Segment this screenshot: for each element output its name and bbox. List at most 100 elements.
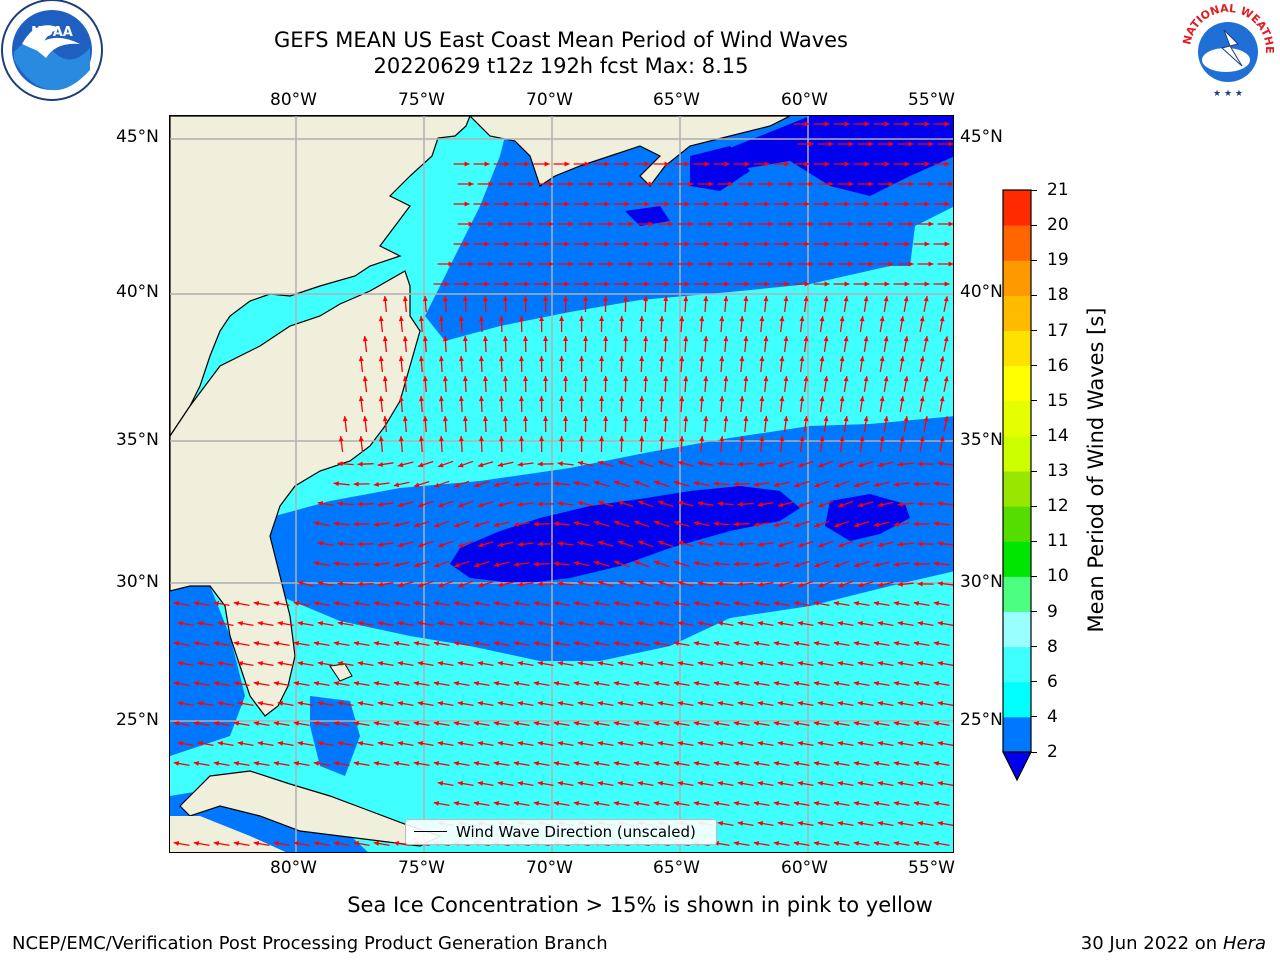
wave-direction-arrowhead (293, 641, 300, 646)
title-line-2: 20220629 t12z 192h fcst Max: 8.15 (373, 54, 749, 78)
wave-direction-arrowhead (863, 336, 869, 342)
wave-direction-arrowhead (739, 396, 745, 402)
wave-direction-arrowhead (418, 356, 424, 362)
wave-direction-arrowhead (537, 621, 544, 626)
wave-direction-arrowhead (508, 181, 514, 187)
wave-direction-arrowhead (739, 356, 745, 362)
wave-direction-arrowhead (779, 396, 785, 402)
wave-direction-arrowhead (458, 582, 464, 588)
wave-direction-arrowhead (794, 522, 800, 528)
wave-direction-arrowhead (438, 436, 444, 442)
wave-period-map (170, 116, 953, 852)
wave-direction-arrowhead (904, 161, 910, 167)
wave-direction-arrowhead (683, 376, 689, 382)
wave-direction-arrowhead (398, 396, 404, 402)
wave-direction-arrowhead (838, 502, 844, 508)
wave-direction-arrowhead (442, 416, 448, 422)
wave-direction-arrowhead (733, 561, 739, 567)
wave-direction-arrowhead (693, 721, 700, 726)
wave-direction-arrowhead (884, 281, 890, 287)
wave-direction-arrowhead (553, 521, 559, 527)
wave-direction-arrowhead (768, 221, 774, 227)
wave-direction-arrowhead (673, 761, 680, 766)
wave-direction-arrowhead (828, 181, 834, 187)
nws-logo-icon: NATIONAL WEATHER SERVICE ★ ★ ★ (1176, 0, 1276, 99)
wave-direction-arrowhead (333, 841, 340, 846)
wave-direction-arrowhead (393, 522, 400, 528)
wave-direction-arrowhead (362, 416, 368, 422)
lat-tick-right-4: 30°N (960, 572, 1003, 592)
wave-direction-arrowhead (893, 761, 900, 766)
wave-direction-arrowhead (717, 501, 723, 507)
wave-direction-arrowhead (503, 416, 508, 422)
wave-direction-arrowhead (728, 221, 734, 227)
land-bahamas (329, 663, 353, 682)
wave-direction-arrowhead (697, 661, 704, 666)
wave-direction-arrowhead (779, 356, 785, 362)
wave-direction-arrowhead (724, 161, 730, 167)
colorbar-tick-mark (1031, 751, 1037, 753)
wave-direction-arrowhead (733, 681, 740, 686)
wave-direction-arrowhead (713, 481, 719, 487)
wave-direction-arrowhead (478, 502, 484, 508)
wave-direction-arrowhead (948, 181, 953, 187)
wave-direction-arrowhead (817, 661, 824, 666)
wave-direction-arrowhead (173, 601, 180, 606)
wave-direction-arrowhead (644, 201, 650, 207)
wave-direction-arrowhead (733, 521, 739, 527)
colorbar (1002, 189, 1032, 782)
wave-direction-arrowhead (759, 436, 765, 442)
wave-direction-arrowhead (473, 801, 480, 806)
wave-direction-arrowhead (433, 801, 440, 806)
wave-direction-arrowhead (393, 841, 400, 846)
wave-direction-arrowhead (233, 641, 240, 646)
wave-direction-arrowhead (397, 582, 404, 588)
wave-direction-arrowhead (824, 161, 830, 167)
wave-direction-arrowhead (593, 560, 600, 566)
wave-direction-arrowhead (528, 181, 534, 187)
wave-direction-arrowhead (398, 316, 404, 322)
wave-direction-arrowhead (853, 681, 860, 686)
wave-direction-arrowhead (919, 436, 925, 442)
wave-direction-arrowhead (599, 356, 605, 361)
wave-direction-arrowhead (877, 462, 884, 468)
colorbar-segment (1003, 260, 1031, 296)
wave-direction-arrowhead (924, 161, 930, 167)
wave-direction-arrowhead (584, 241, 590, 247)
wave-direction-arrowhead (937, 461, 943, 467)
wave-direction-arrowhead (757, 462, 764, 467)
wave-direction-arrowhead (217, 741, 224, 746)
wave-direction-arrowhead (277, 621, 284, 626)
wave-direction-arrowhead (579, 356, 585, 361)
wave-direction-arrowhead (253, 641, 260, 646)
wave-direction-arrowhead (483, 336, 488, 342)
wave-direction-arrowhead (493, 721, 500, 726)
wave-direction-arrowhead (493, 801, 500, 806)
chart-title: GEFS MEAN US East Coast Mean Period of W… (170, 27, 952, 79)
wave-direction-arrowhead (418, 502, 424, 508)
wave-direction-arrowhead (664, 241, 670, 247)
wave-direction-arrowhead (563, 296, 569, 301)
wave-direction-arrowhead (737, 581, 743, 587)
wave-direction-arrowhead (454, 562, 460, 568)
wave-direction-arrowhead (737, 741, 744, 746)
colorbar-tick-mark (1031, 435, 1037, 437)
colorbar-tick-mark (1031, 259, 1037, 261)
wave-direction-arrowhead (917, 581, 923, 587)
wave-direction-arrowhead (943, 416, 949, 422)
wave-direction-arrowhead (497, 502, 504, 508)
wave-direction-arrowhead (919, 356, 925, 362)
wave-direction-arrowhead (859, 396, 865, 402)
wave-direction-arrowhead (637, 701, 644, 706)
wave-direction-arrowhead (717, 701, 724, 706)
wave-direction-arrowhead (937, 581, 943, 587)
wave-direction-arrowhead (597, 621, 604, 626)
wave-direction-arrowhead (453, 601, 460, 606)
wave-direction-arrowhead (837, 621, 844, 626)
wave-direction-arrowhead (619, 396, 625, 402)
wave-direction-arrowhead (673, 641, 680, 646)
wave-direction-arrowhead (597, 661, 604, 666)
wave-direction-arrowhead (333, 481, 339, 487)
wave-direction-arrowhead (773, 761, 780, 766)
wave-direction-arrowhead (293, 601, 300, 606)
